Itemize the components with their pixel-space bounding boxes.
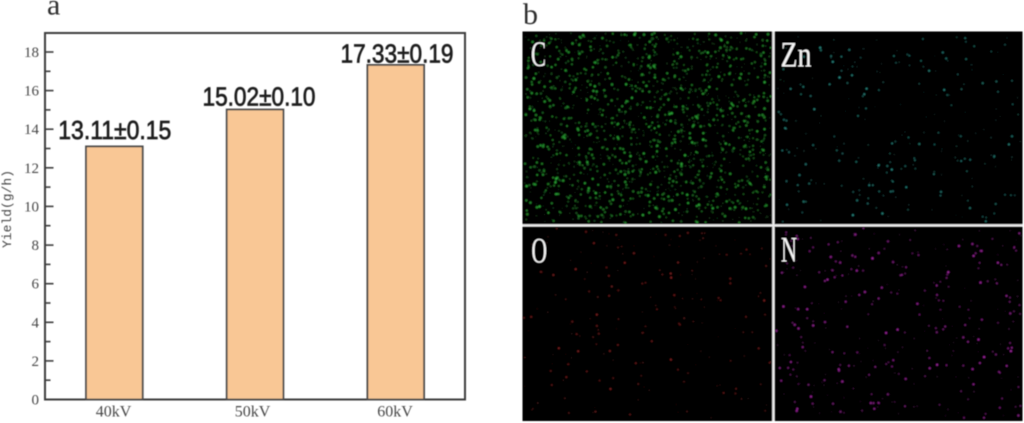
svg-text:50kV: 50kV: [235, 404, 271, 421]
svg-text:Zn: Zn: [781, 35, 812, 75]
svg-text:a: a: [47, 0, 60, 22]
svg-text:Yield(g/h): Yield(g/h): [0, 170, 15, 248]
svg-text:8: 8: [32, 238, 40, 254]
svg-text:17.33±0.19: 17.33±0.19: [341, 39, 454, 69]
svg-text:40kV: 40kV: [96, 404, 132, 421]
svg-text:b: b: [523, 0, 538, 31]
svg-text:16: 16: [24, 84, 40, 100]
svg-text:15.02±0.10: 15.02±0.10: [203, 82, 316, 112]
svg-text:60kV: 60kV: [377, 404, 413, 421]
svg-text:6: 6: [32, 277, 40, 293]
svg-text:10: 10: [24, 199, 39, 215]
svg-text:O: O: [532, 231, 548, 271]
svg-text:0: 0: [32, 393, 40, 409]
svg-text:18: 18: [24, 45, 39, 61]
svg-text:2: 2: [32, 354, 40, 370]
svg-text:N: N: [781, 230, 797, 270]
svg-text:13.11±0.15: 13.11±0.15: [58, 115, 171, 145]
svg-text:C: C: [531, 34, 546, 74]
svg-text:12: 12: [24, 161, 39, 177]
svg-text:4: 4: [32, 315, 40, 331]
svg-text:14: 14: [24, 122, 40, 138]
